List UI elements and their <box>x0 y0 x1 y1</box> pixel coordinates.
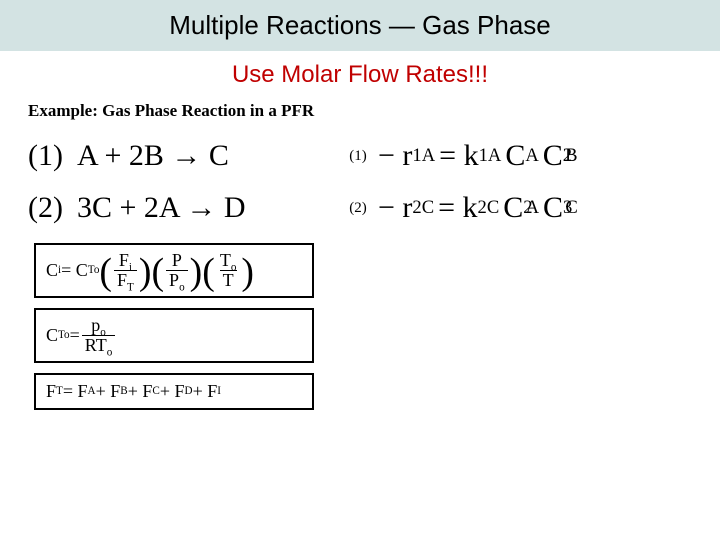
reaction-2-tag: (2) <box>338 200 378 217</box>
b2-frac: po RTo <box>82 316 116 355</box>
boxed-equations: Ci = CTo ( Fi FT ) ( P Po ) ( To T ) CTo… <box>34 243 314 410</box>
b1-fd: F <box>117 270 127 290</box>
b1-pd: P <box>169 270 179 290</box>
rparen3-icon: ) <box>241 261 254 284</box>
reaction-2-formula: 3C + 2A → D <box>77 191 246 225</box>
b3-eq: = F <box>63 381 88 402</box>
rate2-lhs: − r <box>378 191 412 225</box>
rate-law-2: − r2C = k2C C2A C3C <box>378 191 578 225</box>
rate2-c2: C <box>543 191 563 225</box>
b3-p3: + F <box>160 381 185 402</box>
boxed-eq-cto: CTo = po RTo <box>34 308 314 363</box>
b3-p4: + F <box>193 381 218 402</box>
reaction-1-tag: (1) <box>338 148 378 165</box>
b1-tn: T <box>220 250 231 270</box>
reaction-2-number: (2) <box>28 191 63 225</box>
rate2-c1: C <box>503 191 523 225</box>
b2-eq: = <box>70 325 80 346</box>
rate1-c1: C <box>505 139 525 173</box>
reaction-2-equation: (2) 3C + 2A → D <box>28 191 338 225</box>
rparen-icon: ) <box>139 261 152 284</box>
subtitle: Use Molar Flow Rates!!! <box>0 61 720 89</box>
b1-fn: F <box>119 250 129 270</box>
reaction-row-2: (2) 3C + 2A → D (2) − r2C = k2C C2A C3C <box>0 191 720 225</box>
rate-law-1: − r1A = k1A CA C2B <box>378 139 577 173</box>
reaction-1-number: (1) <box>28 139 63 173</box>
rparen2-icon: ) <box>190 261 203 284</box>
b2-n: p <box>91 315 100 335</box>
b1-pds: o <box>179 281 185 293</box>
title-bar: Multiple Reactions — Gas Phase <box>0 0 720 51</box>
rate1-lhs: − r <box>378 139 412 173</box>
b3-F: F <box>46 381 56 402</box>
b2-C: C <box>46 325 58 346</box>
reaction-row-1: (1) A + 2B → C (1) − r1A = k1A CA C2B <box>0 139 720 173</box>
reactions-block: (1) A + 2B → C (1) − r1A = k1A CA C2B (2… <box>0 139 720 225</box>
example-label: Example: Gas Phase Reaction in a PFR <box>28 101 720 121</box>
boxed-eq-ft: FT = FA + FB + FC + FD + FI <box>34 373 314 410</box>
b1-frac-T: To T <box>217 251 240 290</box>
page-title: Multiple Reactions — Gas Phase <box>0 10 720 41</box>
b3-p1: + F <box>96 381 121 402</box>
reaction-1-equation: (1) A + 2B → C <box>28 139 338 173</box>
b1-frac-F: Fi FT <box>114 251 137 290</box>
b2-ds: o <box>107 346 113 358</box>
b1-td: T <box>223 270 234 290</box>
lparen2-icon: ( <box>151 261 164 284</box>
b3-p2: + F <box>128 381 153 402</box>
rate1-eqk: = k <box>439 139 478 173</box>
b1-eq: = C <box>61 260 88 281</box>
b1-pn: P <box>172 250 182 270</box>
b1-C: C <box>46 260 58 281</box>
b1-fds: T <box>127 281 134 293</box>
lparen3-icon: ( <box>202 261 215 284</box>
reaction-1-formula: A + 2B → C <box>77 139 229 173</box>
boxed-eq-concentration: Ci = CTo ( Fi FT ) ( P Po ) ( To T ) <box>34 243 314 298</box>
rate1-c2: C <box>543 139 563 173</box>
lparen-icon: ( <box>99 261 112 284</box>
b2-d: RT <box>85 335 107 355</box>
rate2-eqk: = k <box>438 191 477 225</box>
b1-frac-P: P Po <box>166 251 188 290</box>
